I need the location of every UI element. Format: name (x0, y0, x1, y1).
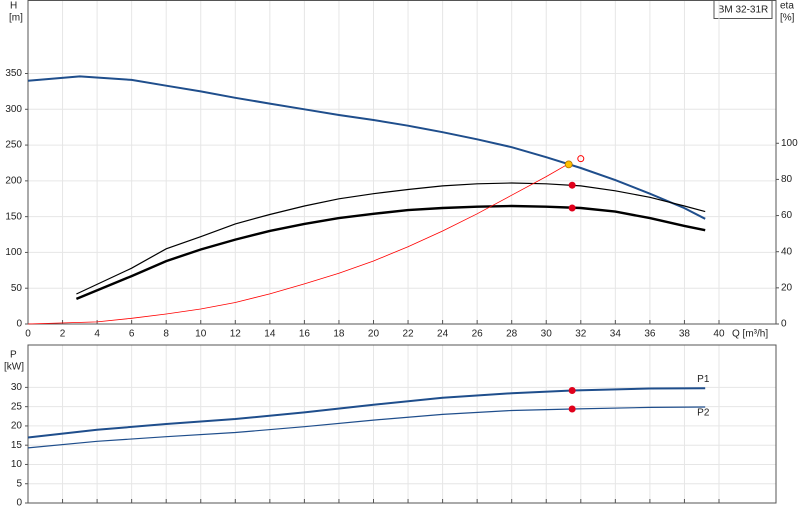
y-tick-label: 20 (11, 421, 23, 432)
y-tick-label: 0 (16, 319, 22, 330)
point (568, 405, 576, 413)
x-tick-label: 22 (402, 329, 414, 340)
curve (75, 204, 706, 301)
curve (27, 387, 706, 439)
x-tick-label: 6 (129, 329, 135, 340)
x-tick-label: 28 (506, 329, 518, 340)
x-tick-label: 38 (679, 329, 691, 340)
point (568, 204, 576, 212)
x-tick-label: 20 (368, 329, 380, 340)
y2-tick-label: 80 (781, 174, 793, 185)
x-tick-label: 36 (644, 329, 656, 340)
x-tick-label: 30 (541, 329, 553, 340)
y-tick-label: 100 (5, 247, 22, 258)
y2-tick-label: 0 (781, 319, 787, 330)
y2-tick-label: 40 (781, 246, 793, 257)
x-tick-label: 16 (299, 329, 311, 340)
x-tick-label: 26 (472, 329, 484, 340)
plot-frame (27, 344, 777, 504)
y-unit: [m] (9, 13, 23, 24)
x-tick-label: 2 (60, 329, 66, 340)
y-tick-label: 150 (5, 211, 22, 222)
y2-tick-label: 20 (781, 282, 793, 293)
y-tick-label: 5 (16, 478, 22, 489)
y2-tick-label: 100 (781, 138, 798, 149)
curve (27, 406, 706, 449)
y-tick-label: 50 (11, 283, 23, 294)
point (568, 386, 576, 394)
point (568, 181, 576, 189)
x-tick-label: 4 (94, 329, 100, 340)
y2-unit: [%] (780, 13, 795, 24)
x-tick-label: 40 (713, 329, 725, 340)
y-unit: [kW] (4, 362, 24, 373)
x-tick-label: 8 (163, 329, 169, 340)
x-tick-label: 34 (610, 329, 622, 340)
curve (27, 163, 569, 325)
y2-label: eta (780, 1, 794, 12)
y-label: P (10, 350, 17, 361)
chart-title: BM 32-31R (718, 5, 769, 16)
y-tick-label: 0 (16, 498, 22, 509)
x-tick-label: 18 (333, 329, 345, 340)
y-tick-label: 250 (5, 140, 22, 151)
point (564, 160, 573, 169)
y-tick-label: 300 (5, 104, 22, 115)
x-tick-label: 12 (230, 329, 242, 340)
y-tick-label: 25 (11, 401, 23, 412)
y-tick-label: 30 (11, 382, 23, 393)
y-tick-label: 350 (5, 68, 22, 79)
x-tick-label: 14 (264, 329, 276, 340)
curve (27, 75, 706, 220)
point (577, 155, 585, 163)
y2-tick-label: 60 (781, 210, 793, 221)
y-tick-label: 15 (11, 440, 23, 451)
x-tick-label: 10 (195, 329, 207, 340)
x-label: Q [m³/h] (732, 329, 768, 340)
curve (76, 182, 706, 295)
x-tick-label: 0 (25, 329, 31, 340)
x-tick-label: 24 (437, 329, 449, 340)
plot-frame (27, 0, 777, 325)
y-tick-label: 200 (5, 175, 22, 186)
series-label: P1 (697, 374, 710, 385)
x-tick-label: 32 (575, 329, 587, 340)
y-label: H (10, 1, 17, 12)
series-label: P2 (697, 408, 710, 419)
y-tick-label: 10 (11, 459, 23, 470)
